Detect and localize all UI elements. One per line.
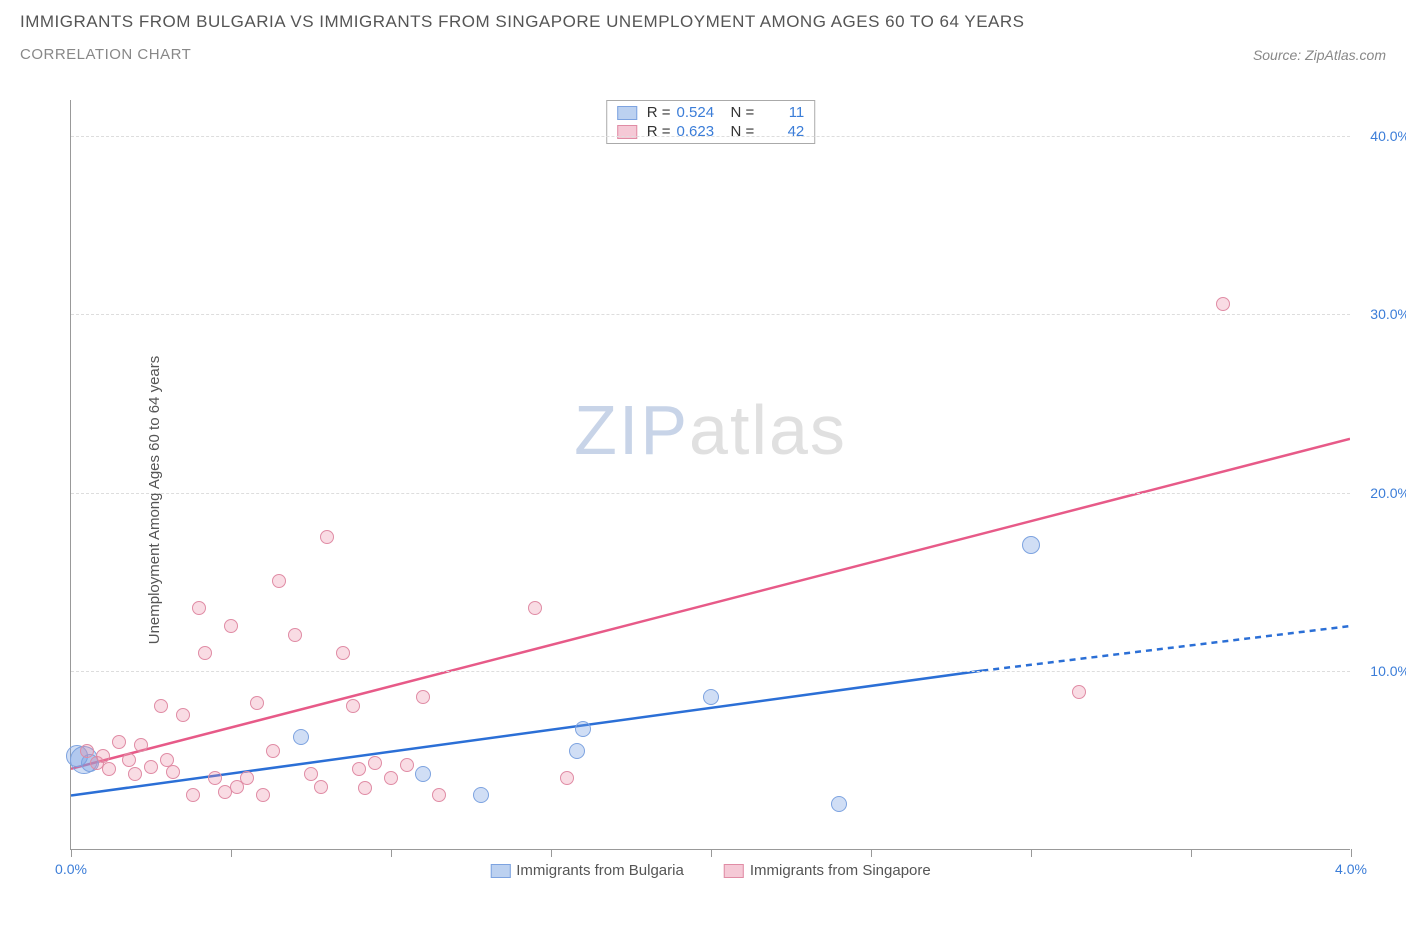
scatter-point-singapore [154,699,168,713]
scatter-point-singapore [122,753,136,767]
scatter-point-singapore [224,619,238,633]
watermark: ZIPatlas [574,390,847,470]
x-tick [1031,849,1032,857]
legend-swatch [724,864,744,878]
scatter-point-bulgaria [415,766,431,782]
chart-container: Unemployment Among Ages 60 to 64 years Z… [20,90,1386,910]
chart-title: IMMIGRANTS FROM BULGARIA VS IMMIGRANTS F… [20,12,1386,32]
scatter-point-singapore [250,696,264,710]
scatter-point-singapore [112,735,126,749]
scatter-point-singapore [134,738,148,752]
watermark-atlas: atlas [689,391,847,469]
n-value: 42 [760,123,804,140]
grid-line [71,493,1350,494]
scatter-point-singapore [560,771,574,785]
n-value: 11 [760,104,804,121]
scatter-point-singapore [256,788,270,802]
r-label: R = [647,104,671,121]
legend-item-bulgaria: Immigrants from Bulgaria [490,862,684,879]
trend-line-singapore [71,439,1350,769]
stat-row-bulgaria: R = 0.524 N = 11 [617,103,805,122]
x-tick [1351,849,1352,857]
scatter-point-bulgaria [473,787,489,803]
scatter-point-singapore [314,780,328,794]
grid-line [71,314,1350,315]
scatter-point-singapore [1216,297,1230,311]
series-legend: Immigrants from Bulgaria Immigrants from … [490,862,930,879]
x-tick [1191,849,1192,857]
scatter-point-singapore [368,756,382,770]
scatter-point-singapore [166,765,180,779]
scatter-point-singapore [176,708,190,722]
legend-label: Immigrants from Singapore [750,862,931,879]
scatter-point-singapore [384,771,398,785]
grid-line [71,136,1350,137]
scatter-point-bulgaria [293,729,309,745]
scatter-point-singapore [528,601,542,615]
scatter-point-singapore [272,574,286,588]
scatter-point-bulgaria [703,689,719,705]
x-tick [231,849,232,857]
scatter-point-bulgaria [575,721,591,737]
stat-row-singapore: R = 0.623 N = 42 [617,122,805,141]
scatter-point-singapore [128,767,142,781]
scatter-point-singapore [400,758,414,772]
y-tick-label: 20.0% [1370,485,1406,501]
scatter-point-singapore [416,690,430,704]
scatter-point-singapore [288,628,302,642]
r-value: 0.623 [677,123,721,140]
watermark-zip: ZIP [574,391,689,469]
y-tick-label: 10.0% [1370,663,1406,679]
scatter-point-bulgaria [1022,536,1040,554]
n-label: N = [731,123,755,140]
y-tick-label: 40.0% [1370,128,1406,144]
x-tick [551,849,552,857]
scatter-point-singapore [352,762,366,776]
chart-subtitle: CORRELATION CHART [20,46,191,63]
stats-legend-box: R = 0.524 N = 11 R = 0.623 N = 42 [606,100,816,144]
subtitle-row: CORRELATION CHART Source: ZipAtlas.com [20,46,1386,63]
scatter-point-singapore [320,530,334,544]
scatter-point-singapore [186,788,200,802]
trend-line-dashed-bulgaria [982,626,1350,671]
scatter-point-singapore [192,601,206,615]
legend-swatch [617,106,637,120]
legend-item-singapore: Immigrants from Singapore [724,862,931,879]
scatter-point-singapore [304,767,318,781]
trend-lines-svg [71,100,1350,849]
r-label: R = [647,123,671,140]
plot-area: ZIPatlas R =0.524N =11R =0.623N =42 Immi… [70,100,1350,850]
scatter-point-singapore [266,744,280,758]
scatter-point-singapore [102,762,116,776]
x-tick [391,849,392,857]
scatter-point-singapore [336,646,350,660]
x-tick [71,849,72,857]
x-tick-label: 0.0% [55,861,87,877]
scatter-point-singapore [198,646,212,660]
scatter-point-singapore [358,781,372,795]
x-tick-label: 4.0% [1335,861,1367,877]
legend-label: Immigrants from Bulgaria [516,862,684,879]
r-value: 0.524 [677,104,721,121]
scatter-point-bulgaria [831,796,847,812]
legend-swatch [490,864,510,878]
scatter-point-singapore [346,699,360,713]
grid-line [71,671,1350,672]
scatter-point-bulgaria [569,743,585,759]
scatter-point-singapore [432,788,446,802]
scatter-point-singapore [208,771,222,785]
scatter-point-singapore [1072,685,1086,699]
title-area: IMMIGRANTS FROM BULGARIA VS IMMIGRANTS F… [0,0,1406,63]
source-label: Source: ZipAtlas.com [1253,47,1386,63]
scatter-point-singapore [240,771,254,785]
scatter-point-singapore [144,760,158,774]
scatter-point-singapore [80,744,94,758]
x-tick [711,849,712,857]
y-tick-label: 30.0% [1370,306,1406,322]
n-label: N = [731,104,755,121]
x-tick [871,849,872,857]
